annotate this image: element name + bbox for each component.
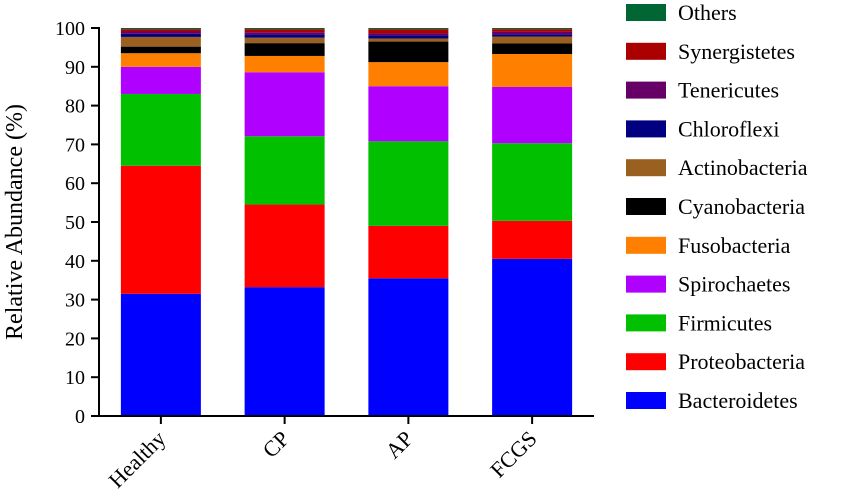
legend-swatch-chloroflexi — [626, 120, 666, 138]
legend-swatch-firmicutes — [626, 314, 666, 332]
bar-segment-fusobacteria — [244, 55, 325, 73]
bar-segment-bacteroidetes — [368, 278, 449, 416]
y-tick-label: 20 — [65, 328, 85, 350]
bar-segment-synergistetes — [244, 29, 325, 33]
bar-segment-chloroflexi — [368, 35, 449, 39]
x-tick-label: Healthy — [103, 426, 170, 493]
bar-segment-chloroflexi — [120, 33, 201, 37]
legend-label: Spirochaetes — [678, 272, 790, 297]
bar-segment-tenericutes — [368, 33, 449, 36]
bar-segment-synergistetes — [368, 29, 449, 34]
legend-swatch-actinobacteria — [626, 159, 666, 177]
x-tick-label: AP — [380, 426, 418, 464]
bar-segment-proteobacteria — [120, 165, 201, 294]
bar-segment-fusobacteria — [120, 53, 201, 67]
bar-segment-proteobacteria — [244, 204, 325, 288]
y-tick-label: 40 — [65, 251, 85, 273]
bar-segment-spirochaetes — [244, 72, 325, 137]
bar-segment-proteobacteria — [368, 225, 449, 279]
bar-segment-fusobacteria — [368, 62, 449, 87]
legend-label: Proteobacteria — [678, 349, 805, 374]
y-tick-label: 30 — [65, 290, 85, 312]
y-axis-label: Relative Abundance (%) — [2, 104, 28, 340]
y-tick-label: 10 — [65, 367, 85, 389]
x-tick-label: FCGS — [485, 426, 542, 483]
bar-segment-cyanobacteria — [492, 43, 573, 54]
legend-swatch-fusobacteria — [626, 236, 666, 254]
y-tick-label: 80 — [65, 96, 85, 118]
bar-segment-actinobacteria — [368, 38, 449, 42]
bar-segment-fusobacteria — [492, 53, 573, 87]
legend-swatch-cyanobacteria — [626, 198, 666, 215]
bar-segment-chloroflexi — [492, 34, 573, 37]
bar-segment-cyanobacteria — [244, 43, 325, 56]
bar-segment-others — [244, 28, 325, 30]
bar-segment-tenericutes — [244, 32, 325, 35]
bar-segment-tenericutes — [120, 31, 201, 34]
bar-segment-proteobacteria — [492, 220, 573, 259]
legend-label: Fusobacteria — [678, 233, 791, 258]
legend-swatch-spirochaetes — [626, 275, 666, 293]
bar-segment-others — [120, 28, 201, 30]
bar-segment-others — [368, 28, 449, 30]
legend-swatch-synergistetes — [626, 42, 666, 60]
legend-swatch-proteobacteria — [626, 353, 666, 371]
legend: Others Synergistetes Tenericutes Chloroflex… — [626, 0, 808, 413]
x-tick-label: CP — [257, 426, 294, 463]
legend-swatch-others — [626, 4, 666, 21]
bar-segment-synergistetes — [492, 29, 573, 32]
legend-label: Chloroflexi — [678, 116, 779, 141]
legend-label: Cyanobacteria — [678, 194, 805, 219]
bar-segment-spirochaetes — [492, 86, 573, 144]
bar-segment-others — [492, 28, 573, 30]
x-ticks-group: Healthy CP AP FCGS — [103, 416, 542, 493]
y-tick-label: 100 — [55, 18, 85, 40]
legend-swatch-bacteroidetes — [626, 392, 666, 409]
bar-segment-bacteroidetes — [120, 293, 201, 416]
bar-segment-cyanobacteria — [120, 46, 201, 54]
bar-segment-spirochaetes — [368, 86, 449, 142]
bar-segment-firmicutes — [368, 141, 449, 226]
bars-group — [120, 28, 573, 416]
y-tick-label: 60 — [65, 173, 85, 195]
bar-segment-spirochaetes — [120, 66, 201, 94]
bar-segment-tenericutes — [492, 31, 573, 35]
y-tick-label: 50 — [65, 212, 85, 234]
y-tick-label: 70 — [65, 134, 85, 156]
bar-segment-cyanobacteria — [368, 41, 449, 63]
bar-segment-firmicutes — [120, 93, 201, 166]
bar-segment-actinobacteria — [492, 36, 573, 44]
bar-segment-synergistetes — [120, 29, 201, 32]
y-tick-label: 0 — [75, 406, 85, 428]
y-tick-label: 90 — [65, 57, 85, 79]
legend-label: Firmicutes — [678, 310, 772, 335]
bar-segment-actinobacteria — [120, 36, 201, 47]
bar-segment-bacteroidetes — [492, 258, 573, 416]
legend-swatch-tenericutes — [626, 81, 666, 99]
legend-label: Tenericutes — [678, 78, 779, 103]
bar-segment-firmicutes — [244, 136, 325, 205]
bar-segment-firmicutes — [492, 143, 573, 221]
bar-segment-chloroflexi — [244, 34, 325, 38]
legend-label: Synergistetes — [678, 39, 795, 64]
y-ticks-group: 0 10 20 30 40 50 60 70 80 90 100 — [55, 18, 99, 428]
legend-label: Others — [678, 0, 737, 25]
legend-label: Actinobacteria — [678, 155, 808, 180]
bar-segment-bacteroidetes — [244, 287, 325, 416]
bar-segment-actinobacteria — [244, 37, 325, 44]
legend-label: Bacteroidetes — [678, 388, 798, 413]
